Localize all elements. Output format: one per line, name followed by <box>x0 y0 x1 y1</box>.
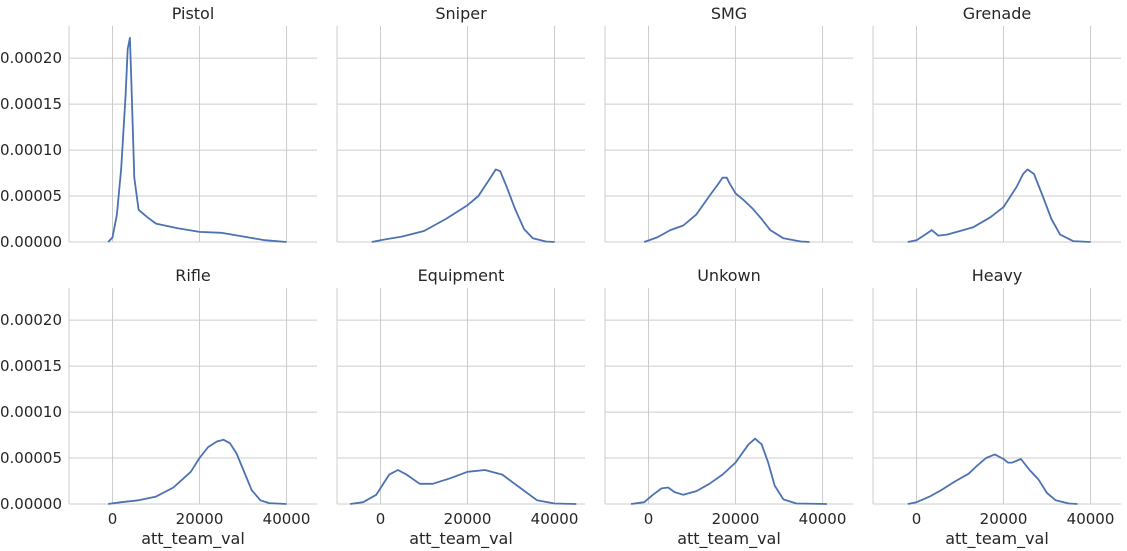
panel-smg: SMG <box>604 4 853 243</box>
panel-pistol: Pistol 0.00000 0.00005 0.00010 0.00015 0.0002… <box>0 4 317 251</box>
kde-line-heavy <box>907 453 1078 505</box>
y-tick-label: 0.00020 <box>0 49 62 67</box>
x-axis-label: att_team_val <box>677 529 781 549</box>
x-axis-label: att_team_val <box>409 529 513 549</box>
x-axis-label: att_team_val <box>141 529 245 549</box>
panel-rifle: Rifle 0.00000 0.00005 0.00010 0.00015 0.00020… <box>0 266 317 549</box>
y-tick-label: 0.00000 <box>0 233 62 251</box>
panel-title: SMG <box>711 4 747 23</box>
kde-line-unkown <box>630 437 827 505</box>
kde-line-rifle <box>108 438 287 505</box>
x-tick-label: 20000 <box>444 510 492 528</box>
x-tick-label: 0 <box>108 510 118 528</box>
panel-title: Heavy <box>972 266 1023 285</box>
y-tick-label: 0.00005 <box>0 187 62 205</box>
kde-line-smg <box>643 176 810 243</box>
panel-unkown: Unkown 0 20000 40000 att_team_val <box>604 266 853 549</box>
y-tick-label: 0.00020 <box>0 311 62 329</box>
kde-line-pistol <box>107 37 287 243</box>
panel-equipment: Equipment 0 20000 40000 att_team_val <box>336 266 585 549</box>
y-tick-label: 0.00010 <box>0 141 62 159</box>
y-tick-label: 0.00015 <box>0 95 62 113</box>
y-tick-label: 0.00000 <box>0 495 62 513</box>
y-tick-label: 0.00010 <box>0 403 62 421</box>
panel-title: Equipment <box>418 266 505 285</box>
panel-title: Pistol <box>172 4 215 23</box>
panel-heavy: Heavy 0 20000 40000 att_team_val <box>872 266 1121 549</box>
panel-grenade: Grenade <box>872 4 1121 243</box>
panel-title: Rifle <box>175 266 210 285</box>
x-tick-label: 0 <box>912 510 922 528</box>
x-tick-label: 0 <box>376 510 386 528</box>
y-tick-label: 0.00015 <box>0 357 62 375</box>
y-tick-label: 0.00005 <box>0 449 62 467</box>
x-tick-label: 40000 <box>531 510 579 528</box>
panel-title: Grenade <box>963 4 1031 23</box>
x-tick-label: 0 <box>644 510 654 528</box>
panel-sniper: Sniper <box>336 4 585 243</box>
x-tick-label: 40000 <box>1067 510 1115 528</box>
x-tick-label: 40000 <box>799 510 847 528</box>
x-tick-label: 20000 <box>176 510 224 528</box>
kde-line-sniper <box>371 168 555 243</box>
panel-title: Sniper <box>435 4 487 23</box>
x-tick-label: 20000 <box>980 510 1028 528</box>
kde-line-grenade <box>907 168 1091 243</box>
panel-title: Unkown <box>697 266 761 285</box>
x-tick-label: 20000 <box>712 510 760 528</box>
kde-line-equipment <box>349 469 577 505</box>
x-tick-label: 40000 <box>263 510 311 528</box>
x-axis-label: att_team_val <box>945 529 1049 549</box>
